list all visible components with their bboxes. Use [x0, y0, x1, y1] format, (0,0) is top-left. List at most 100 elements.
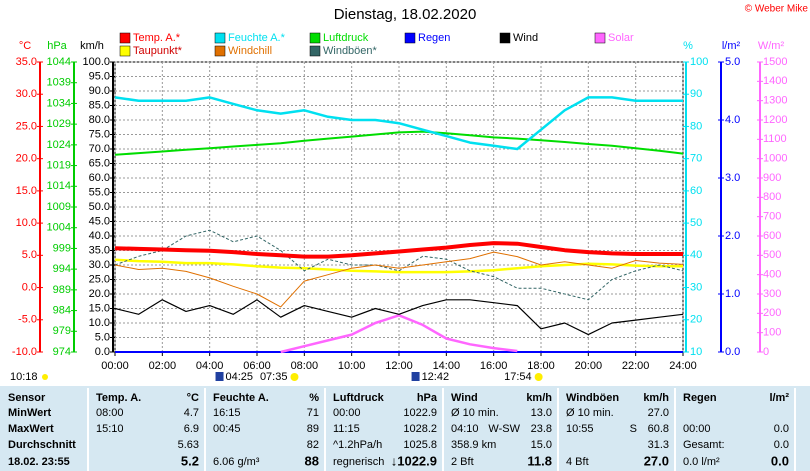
sun-icon: [290, 373, 299, 381]
y-tick-label: 10.0: [89, 317, 110, 329]
y-tick-label: 90: [690, 88, 702, 100]
y-tick-label: 10.0: [16, 217, 37, 229]
series-line: [114, 130, 684, 156]
table-cell: 00:45: [213, 423, 241, 435]
y-tick-label: 974: [53, 346, 71, 358]
table-cell: Windböen: [566, 392, 619, 404]
y-tick-label: 80.0: [89, 114, 110, 126]
sun-icon: [534, 373, 543, 381]
y-tick-label: 70.0: [89, 143, 110, 155]
y-tick-label: 55.0: [89, 186, 110, 198]
table-cell: 60.8: [648, 423, 669, 435]
table-cell: 0.0: [771, 453, 789, 468]
y-tick-label: 1400: [763, 75, 787, 87]
table-cell: 04:10: [451, 423, 479, 435]
table-cell: 10:55: [566, 423, 594, 435]
y-tick-label: -5.0: [18, 314, 37, 326]
y-tick-label: 900: [763, 172, 781, 184]
table-cell: 4 Bft: [566, 456, 589, 468]
table-cell: ↓1022.9: [391, 453, 437, 468]
legend-label: Temp. A.*: [133, 32, 181, 44]
table-cell: km/h: [526, 392, 552, 404]
y-tick-label: 700: [763, 211, 781, 223]
table-cell: 1022.9: [403, 407, 437, 419]
legend-label: Wind: [513, 32, 538, 44]
y-tick-label: 0.0: [95, 346, 110, 358]
y-tick-label: 40: [690, 249, 702, 261]
series-line: [114, 96, 683, 151]
table-cell: Luftdruck: [333, 392, 385, 404]
table-cell: 11.8: [527, 453, 552, 468]
x-tick-label: 12:00: [385, 360, 413, 372]
legend-label: Windchill: [228, 45, 272, 57]
table-cell: °C: [187, 392, 199, 404]
y-tick-label: 200: [763, 307, 781, 319]
x-tick-label: 22:00: [622, 360, 650, 372]
time-label: 10:18: [10, 371, 38, 383]
y-tick-label: 75.0: [89, 128, 110, 140]
y-tick-label: 4.0: [725, 114, 740, 126]
y-tick-label: 30.0: [16, 88, 37, 100]
series-line: [114, 229, 684, 301]
table-cell: 13.0: [531, 407, 552, 419]
y-tick-label: 1039: [47, 77, 71, 89]
sun-time: 07:35: [260, 371, 288, 383]
legend-label: Windböen*: [323, 45, 378, 57]
y-tick-label: 500: [763, 249, 781, 261]
x-tick-label: 04:00: [196, 360, 224, 372]
table-cell: 27.0: [644, 453, 669, 468]
legend-swatch: [499, 32, 511, 44]
table-cell: 4.7: [184, 407, 199, 419]
table-cell: 89: [307, 423, 319, 435]
chart-title: Dienstag, 18.02.2020: [334, 6, 477, 23]
table-cell: 5.63: [178, 439, 199, 451]
table-cell: Feuchte A.: [213, 392, 269, 404]
table-cell: hPa: [417, 392, 438, 404]
y-tick-label: 20.0: [89, 288, 110, 300]
y-tick-label: 300: [763, 288, 781, 300]
y-tick-label: 1024: [47, 139, 71, 151]
row-label: MinWert: [8, 407, 52, 419]
y-tick-label: 979: [53, 325, 71, 337]
y-tick-label: 30.0: [89, 259, 110, 271]
table-cell: Ø 10 min.: [566, 407, 614, 419]
y-tick-label: 1300: [763, 95, 787, 107]
table-cell: Gesamt:: [683, 439, 725, 451]
y-tick-label: 5.0: [95, 331, 110, 343]
y-tick-label: 90.0: [89, 85, 110, 97]
x-tick-label: 20:00: [575, 360, 603, 372]
axis-unit: °C: [19, 40, 31, 52]
table-cell: 00:00: [683, 423, 711, 435]
y-tick-label: 1200: [763, 114, 787, 126]
y-tick-label: 25.0: [89, 273, 110, 285]
table-cell: S: [630, 423, 637, 435]
y-tick-label: 400: [763, 269, 781, 281]
y-tick-label: 999: [53, 242, 71, 254]
table-cell: 0.0: [774, 439, 789, 451]
x-tick-label: 16:00: [480, 360, 508, 372]
axis-unit: W/m²: [758, 40, 785, 52]
x-tick-label: 00:00: [101, 360, 129, 372]
y-tick-label: 60.0: [89, 172, 110, 184]
row-label: 18.02. 23:55: [8, 456, 70, 468]
table-cell: 88: [305, 453, 319, 468]
legend-swatch: [594, 32, 606, 44]
y-tick-label: 5.0: [22, 249, 37, 261]
table-cell: 15:10: [96, 423, 124, 435]
legend-label: Regen: [418, 32, 450, 44]
y-tick-label: 15.0: [89, 302, 110, 314]
table-cell: 71: [307, 407, 319, 419]
y-tick-label: 984: [53, 304, 71, 316]
y-tick-label: 0.0: [725, 346, 740, 358]
y-tick-label: 5.0: [725, 56, 740, 68]
y-tick-label: 1019: [47, 159, 71, 171]
series-line: [114, 299, 684, 336]
y-tick-label: 10: [690, 346, 702, 358]
x-tick-label: 18:00: [527, 360, 555, 372]
sun-time: 17:54: [504, 371, 532, 383]
legend-swatch: [119, 32, 131, 44]
row-label: Durchschnitt: [8, 439, 76, 451]
table-cell: Wind: [451, 392, 478, 404]
y-tick-label: 15.0: [16, 185, 37, 197]
